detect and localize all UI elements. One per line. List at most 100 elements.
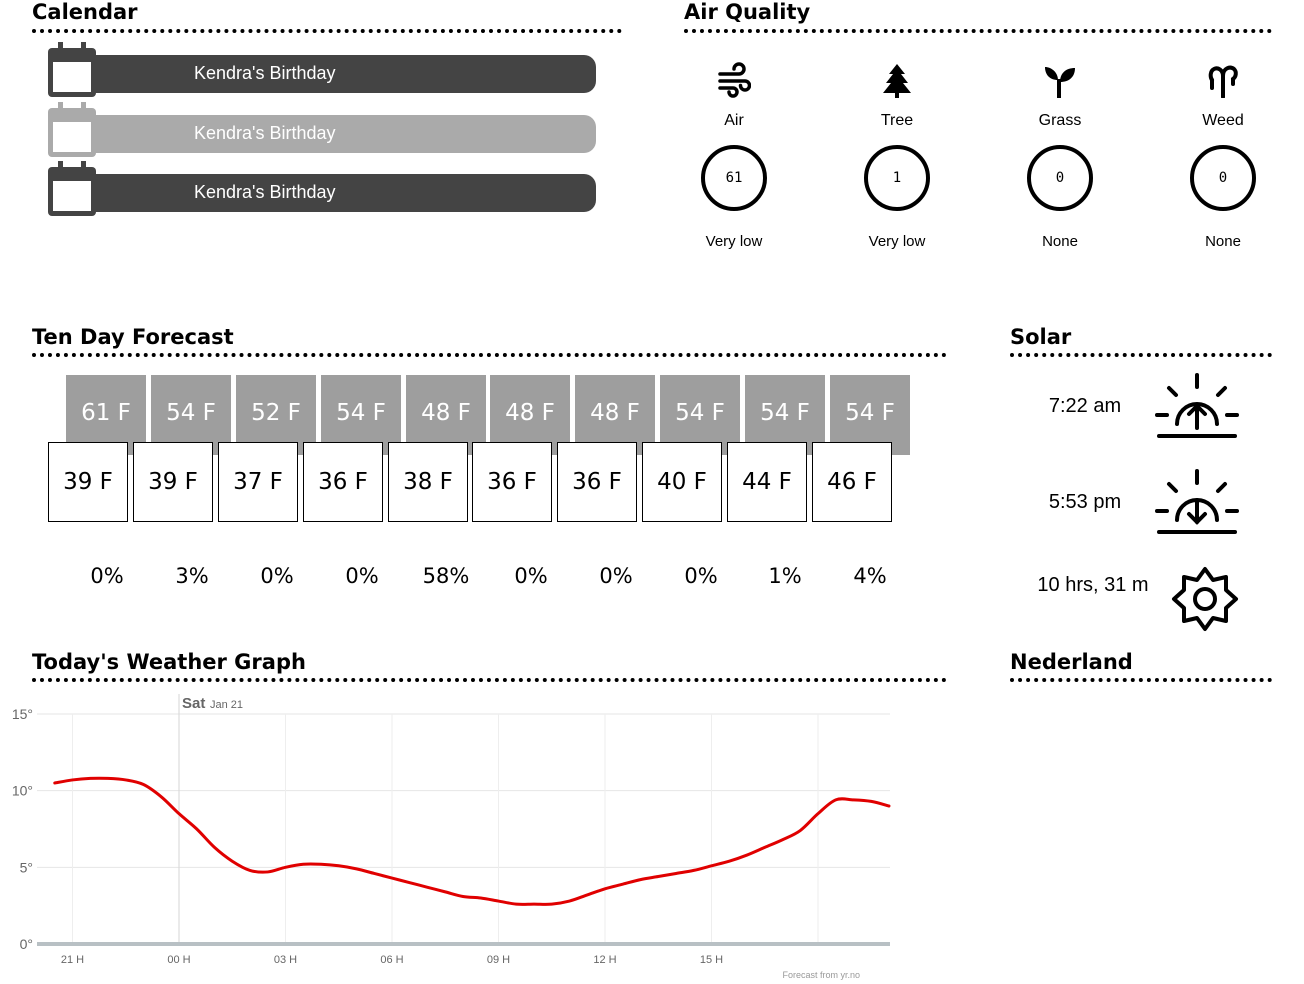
location-title: Nederland: [1010, 650, 1133, 674]
calendar-event-title: Kendra's Birthday: [194, 63, 336, 83]
calendar-event-title: Kendra's Birthday: [194, 182, 336, 202]
graph-x-tick: 15 H: [700, 954, 723, 966]
calendar-icon: [48, 161, 96, 216]
air-quality-value: 61: [701, 145, 767, 211]
forecast-precip: 4%: [853, 564, 887, 588]
forecast-high: 54 F: [830, 375, 910, 455]
graph-grid: [37, 694, 890, 945]
air-quality-label: Air: [724, 112, 744, 129]
calendar-icon: [48, 102, 96, 157]
forecast-title: Ten Day Forecast: [32, 325, 234, 349]
air-quality-status: None: [1042, 233, 1078, 250]
air-quality-air: Air 61 Very low: [674, 62, 794, 250]
air-quality-status: None: [1205, 233, 1241, 250]
air-quality-value: 0: [1027, 145, 1093, 211]
forecast-precip: 0%: [599, 564, 633, 588]
sunrise-icon: [1155, 372, 1239, 444]
graph-y-axis: 0° 5° 10° 15°: [12, 706, 33, 952]
graph-y-tick: 5°: [20, 859, 33, 875]
forecast-precip: 0%: [90, 564, 124, 588]
air-quality-grass: Grass 0 None: [1000, 62, 1120, 250]
sunrise-time: 7:22 am: [1048, 395, 1122, 417]
calendar-event[interactable]: Kendra's Birthday: [48, 161, 596, 217]
forecast-precip: 3%: [175, 564, 209, 588]
forecast-high: 48 F: [490, 375, 570, 455]
sunset-icon: [1155, 468, 1239, 540]
forecast-divider: [32, 353, 947, 357]
solar-title: Solar: [1010, 325, 1072, 349]
forecast-high: 61 F: [66, 375, 146, 455]
location-divider: [1010, 678, 1272, 682]
forecast-precip: 58%: [422, 564, 470, 588]
wind-icon: [674, 62, 794, 102]
sunset-time: 5:53 pm: [1048, 491, 1122, 513]
forecast-low: 39 F: [48, 442, 128, 522]
calendar-event-bar: Kendra's Birthday: [88, 174, 596, 212]
calendar-event-title: Kendra's Birthday: [194, 123, 336, 143]
temperature-line: [53, 776, 891, 906]
graph-title: Today's Weather Graph: [32, 650, 306, 674]
air-quality-status: Very low: [868, 233, 926, 250]
grass-icon: [1000, 62, 1120, 102]
forecast-precip: 0%: [684, 564, 718, 588]
air-quality-status: Very low: [705, 233, 763, 250]
forecast-low: 44 F: [727, 442, 807, 522]
forecast-high: 54 F: [321, 375, 401, 455]
forecast-precip: 0%: [345, 564, 379, 588]
graph-date-label: Jan 21: [210, 699, 243, 711]
calendar-event-bar: Kendra's Birthday: [88, 115, 596, 153]
forecast-low: 36 F: [557, 442, 637, 522]
graph-footnote: Forecast from yr.no: [782, 970, 860, 980]
calendar-title: Calendar: [32, 0, 138, 24]
graph-x-tick: 03 H: [274, 954, 297, 966]
graph-y-tick: 15°: [12, 706, 33, 722]
calendar-divider: [32, 29, 622, 33]
graph-x-tick: 00 H: [167, 954, 190, 966]
forecast-high: 54 F: [151, 375, 231, 455]
graph-divider: [32, 678, 947, 682]
forecast-low: 37 F: [218, 442, 298, 522]
graph-x-tick: 09 H: [487, 954, 510, 966]
forecast-low: 36 F: [472, 442, 552, 522]
forecast-precip: 0%: [514, 564, 548, 588]
calendar-event[interactable]: Kendra's Birthday: [48, 42, 596, 98]
forecast-high: 54 F: [745, 375, 825, 455]
air-quality-title: Air Quality: [684, 0, 811, 24]
forecast-low: 36 F: [303, 442, 383, 522]
forecast-low: 39 F: [133, 442, 213, 522]
air-quality-label: Weed: [1202, 112, 1244, 129]
weather-graph: 0°5°10°15° 21 H 00 H 03 H 06 H 09 H 12 H 15 H …: [12, 694, 891, 980]
forecast-low: 46 F: [812, 442, 892, 522]
forecast-precip: 1%: [768, 564, 802, 588]
forecast-low: 40 F: [642, 442, 722, 522]
air-quality-divider: [684, 29, 1272, 33]
forecast-high: 48 F: [406, 375, 486, 455]
graph-baseline: [37, 942, 890, 946]
graph-x-tick: 06 H: [380, 954, 403, 966]
air-quality-value: 1: [864, 145, 930, 211]
forecast-precip: 0%: [260, 564, 294, 588]
graph-x-tick: 12 H: [593, 954, 616, 966]
tree-icon: [837, 62, 957, 102]
forecast-high: 48 F: [575, 375, 655, 455]
calendar-event[interactable]: Kendra's Birthday: [48, 102, 596, 158]
graph-x-tick: 21 H: [61, 954, 84, 966]
air-quality-weed: Weed 0 None: [1163, 62, 1283, 250]
calendar-event-bar: Kendra's Birthday: [88, 55, 596, 93]
weed-icon: [1163, 62, 1283, 102]
solar-divider: [1010, 353, 1272, 357]
sun-icon: [1171, 566, 1239, 636]
air-quality-tree: Tree 1 Very low: [837, 62, 957, 250]
day-length: 10 hrs, 31 m: [1037, 574, 1149, 596]
graph-y-tick: 0°: [20, 936, 33, 952]
air-quality-label: Tree: [880, 112, 914, 129]
air-quality-label: Grass: [1038, 112, 1082, 129]
graph-x-axis: 21 H 00 H 03 H 06 H 09 H 12 H 15 H: [61, 954, 723, 966]
calendar-icon: [48, 42, 96, 97]
graph-y-tick: 10°: [12, 783, 33, 799]
forecast-low: 38 F: [388, 442, 468, 522]
forecast-high: 52 F: [236, 375, 316, 455]
graph-day-label: Sat: [182, 695, 205, 712]
forecast-high: 54 F: [660, 375, 740, 455]
air-quality-value: 0: [1190, 145, 1256, 211]
